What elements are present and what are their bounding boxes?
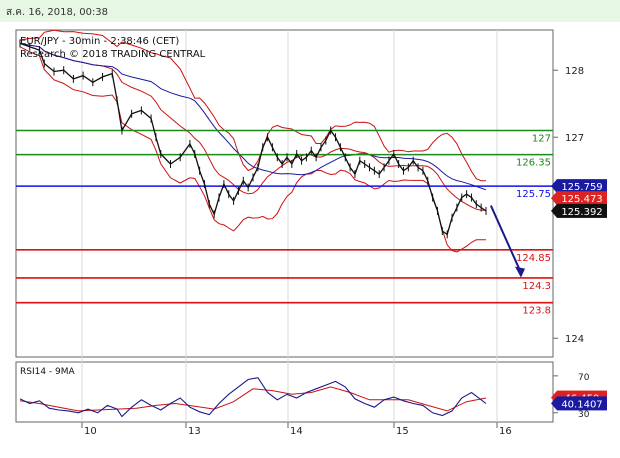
x-tick-label: 14	[290, 426, 303, 437]
rsi-tick-label: 70	[578, 373, 590, 383]
price-box	[557, 191, 607, 206]
x-tick-label: 10	[84, 426, 97, 437]
rsi-panel	[15, 361, 554, 423]
level-label: 127	[532, 134, 551, 145]
timestamp-bar: ส.ค. 16, 2018, 00:38	[0, 0, 620, 22]
level-label: 123.8	[522, 306, 551, 317]
price-box-pointer	[551, 203, 557, 218]
timestamp: ส.ค. 16, 2018, 00:38	[6, 7, 109, 18]
x-tick-label: 16	[499, 426, 512, 437]
bollinger-lower	[19, 46, 486, 253]
level-label: 125.75	[516, 189, 551, 200]
level-label: 124.3	[522, 281, 551, 292]
rsi-box-pointer	[551, 396, 557, 411]
forecast-arrow-line	[489, 205, 521, 271]
x-tick-label: 13	[188, 426, 201, 437]
chart-subtitle: Research © 2018 TRADING CENTRAL	[20, 49, 206, 60]
price-line	[19, 42, 487, 236]
price-box	[557, 179, 607, 194]
price-box-label: 125.392	[561, 207, 602, 218]
main-panel	[15, 29, 554, 358]
price-box-pointer	[551, 179, 557, 194]
rsi-line	[19, 377, 487, 418]
price-box-label: 125.473	[561, 194, 602, 205]
x-tick-label: 15	[396, 426, 409, 437]
y-tick-label: 128	[565, 66, 584, 77]
y-tick-label: 124	[565, 334, 584, 345]
rsi-box-label: 40.1407	[561, 399, 602, 410]
price-box-label: 125.759	[561, 182, 602, 193]
rsi-ma-line	[19, 386, 487, 412]
chart-title: EUR/JPY - 30min - 2:38:46 (CET)	[20, 36, 179, 47]
forecast-arrow-head	[515, 266, 525, 278]
price-box	[557, 203, 607, 218]
moving-average	[19, 42, 487, 191]
level-label: 124.85	[516, 253, 551, 264]
rsi-box	[557, 396, 607, 411]
rsi-tick-label: 30	[578, 410, 590, 420]
bollinger-upper	[19, 29, 486, 182]
level-label: 126.35	[516, 158, 551, 169]
y-tick-label: 127	[565, 133, 584, 144]
price-box-pointer	[551, 191, 557, 206]
rsi-title: RSI14 - 9MA	[20, 367, 76, 377]
